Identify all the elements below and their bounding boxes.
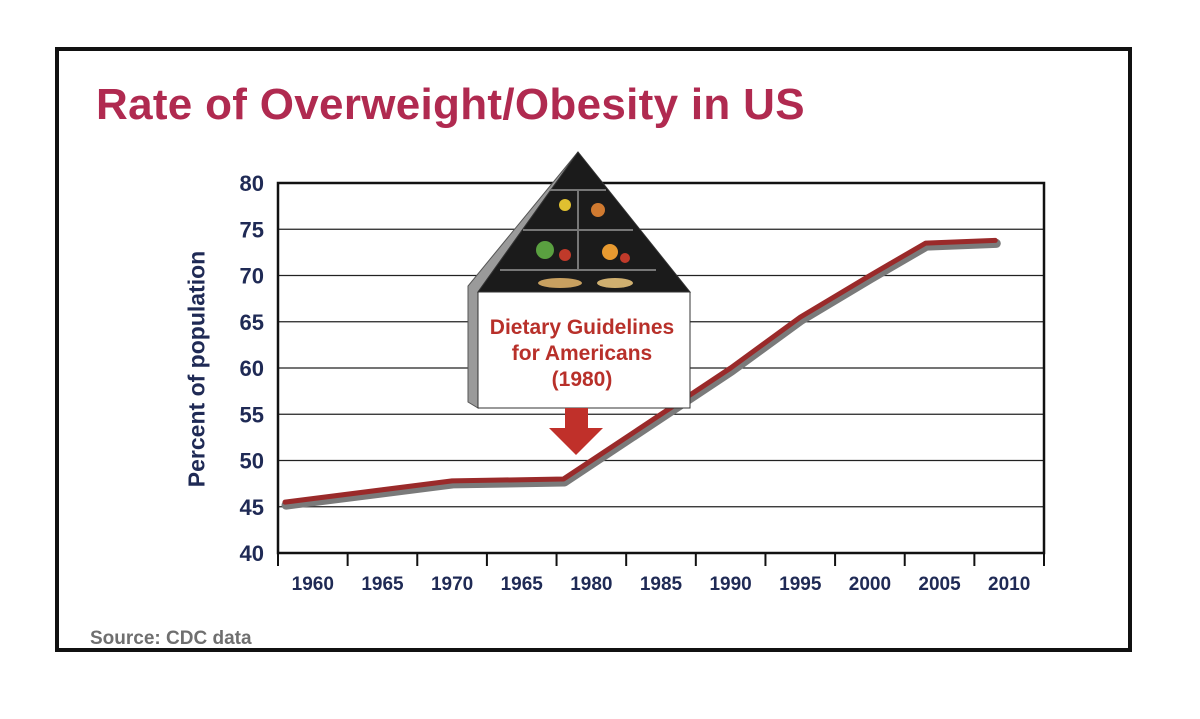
- x-tick-label: 1970: [431, 574, 473, 595]
- data-point: [798, 315, 803, 320]
- y-tick-label: 55: [240, 402, 264, 427]
- y-axis: 40 45 50 55 60 65 70 75 80: [240, 171, 264, 566]
- data-point: [867, 273, 872, 278]
- callout-line-3: (1980): [551, 368, 613, 391]
- chart-title: Rate of Overweight/Obesity in US: [96, 80, 805, 129]
- x-tick-label: 1980: [570, 574, 612, 595]
- data-point: [923, 241, 928, 246]
- series-line-shadow: [281, 238, 1001, 510]
- x-tick-label: 1960: [292, 574, 334, 595]
- food-pyramid-icon: [467, 151, 692, 409]
- y-tick-label: 65: [240, 310, 264, 335]
- x-tick-label: 1995: [779, 574, 822, 595]
- data-point: [993, 238, 998, 243]
- plot-area: [276, 181, 1046, 555]
- source-note: Source: CDC data: [90, 628, 252, 649]
- series-line-group: [281, 237, 1001, 510]
- y-tick-label: 45: [240, 495, 264, 520]
- x-tick-label: 1965: [361, 574, 404, 595]
- x-tick-label: 1990: [709, 574, 751, 595]
- data-point: [282, 500, 287, 505]
- down-arrow-icon: [549, 408, 603, 455]
- x-tick-label: 1985: [640, 574, 683, 595]
- y-tick-label: 50: [240, 449, 264, 474]
- data-point: [728, 366, 733, 370]
- y-tick-label: 40: [240, 541, 264, 566]
- y-tick-label: 75: [240, 217, 264, 242]
- series-line: [282, 237, 998, 505]
- x-tick-label: 2005: [918, 574, 961, 595]
- data-point: [561, 477, 566, 481]
- callout-line-2: for Americans: [511, 342, 653, 365]
- y-tick-label: 70: [240, 264, 264, 289]
- x-axis: 1960 1965 1970 1965 1980 1985 1990 1995 2000 2005…: [277, 553, 1045, 595]
- y-tick-label: 60: [240, 356, 264, 381]
- x-tick-label: 2010: [988, 574, 1030, 595]
- y-tick-label: 80: [240, 171, 264, 196]
- data-point: [450, 478, 455, 483]
- callout-line-1: Dietary Guidelines: [489, 316, 675, 339]
- x-tick-label: 1965: [501, 574, 544, 595]
- dietary-guidelines-callout: Dietary Guidelines for Americans (1980): [468, 315, 696, 393]
- x-tick-label: 2000: [849, 574, 891, 595]
